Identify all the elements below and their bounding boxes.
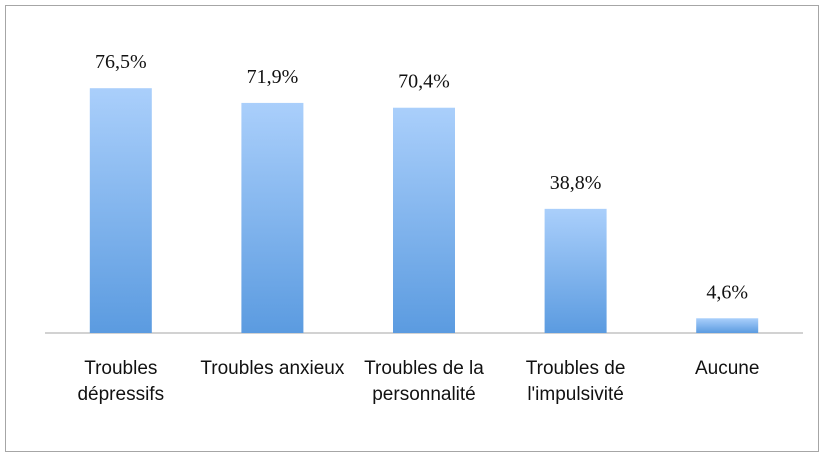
bar [241,102,304,333]
bar [89,88,152,333]
value-label: 71,9% [247,66,299,88]
x-tick-label: Troubles de l'impulsivité [525,358,626,405]
bar [544,208,607,333]
x-tick-label: Troubles anxieux [200,358,345,379]
value-label: 70,4% [398,71,450,93]
x-tick-label: Aucune [694,358,760,379]
bar [393,107,455,333]
x-tick-label: Troubles dépressifs [77,358,165,405]
x-tick-label: Troubles de la personnalité [364,358,484,405]
bar [696,318,759,333]
chart-frame [5,5,819,452]
value-label: 4,6% [706,281,748,303]
value-label: 76,5% [95,51,147,73]
value-label: 38,8% [550,172,602,194]
